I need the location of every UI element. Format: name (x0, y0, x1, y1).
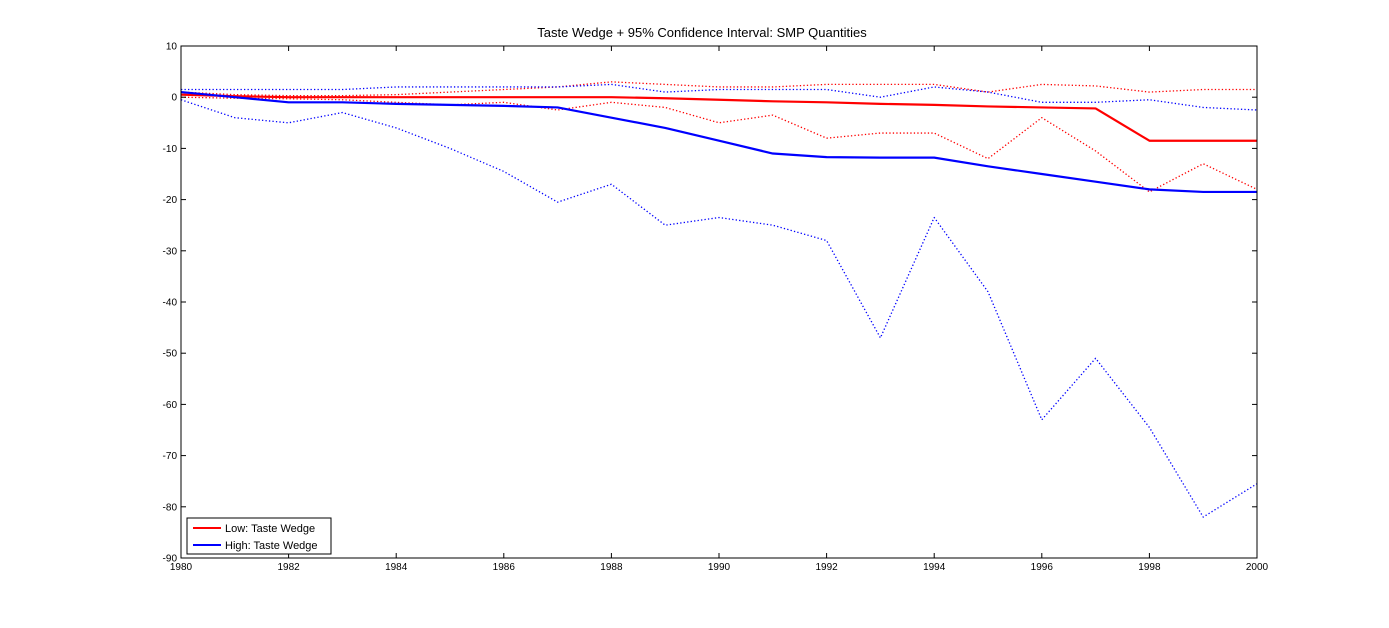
confidence-bound-line-2 (180, 81, 1257, 97)
x-tick-label: 1994 (923, 562, 946, 573)
y-tick-label: -90 (163, 554, 178, 565)
x-tick-label: 1980 (170, 562, 193, 573)
series-layer (180, 81, 1258, 518)
series-line-0 (180, 93, 1257, 142)
series-line-1 (180, 90, 1257, 194)
x-tick-label: 1990 (708, 562, 731, 573)
confidence-bound-line-3 (180, 96, 1258, 193)
y-tick-label: 0 (171, 93, 177, 104)
y-tick-label: -50 (163, 349, 178, 360)
y-tick-label: -30 (163, 246, 178, 257)
x-tick-label: 1996 (1031, 562, 1054, 573)
confidence-bound-line-5 (180, 99, 1258, 518)
chart-title: Taste Wedge + 95% Confidence Interval: S… (537, 25, 867, 40)
y-tick-label: -80 (163, 502, 178, 513)
x-tick-label: 1982 (277, 562, 300, 573)
y-tick-label: 10 (166, 42, 178, 53)
y-tick-label: -70 (163, 451, 178, 462)
legend-label-low: Low: Taste Wedge (225, 523, 315, 535)
y-tick-label: -60 (163, 400, 178, 411)
y-tick-label: -40 (163, 298, 178, 309)
y-axis: 10 0 -10 -20 -30 -40 -50 -60 -70 -80 -90 (163, 42, 1257, 565)
x-tick-label: 1986 (493, 562, 516, 573)
legend: Low: Taste Wedge High: Taste Wedge (186, 517, 332, 555)
x-tick-label: 2000 (1246, 562, 1269, 573)
x-axis: 1980 1982 1984 1986 1988 1990 1992 1994 1996 1998… (170, 46, 1269, 573)
x-tick-label: 1988 (600, 562, 623, 573)
legend-box (186, 517, 332, 555)
x-tick-label: 1998 (1138, 562, 1161, 573)
confidence-bound-line-4 (181, 83, 1258, 111)
y-tick-label: -20 (163, 195, 178, 206)
y-tick-label: -10 (163, 144, 178, 155)
x-tick-label: 1984 (385, 562, 408, 573)
x-tick-label: 1992 (815, 562, 838, 573)
legend-label-high: High: Taste Wedge (225, 540, 318, 552)
